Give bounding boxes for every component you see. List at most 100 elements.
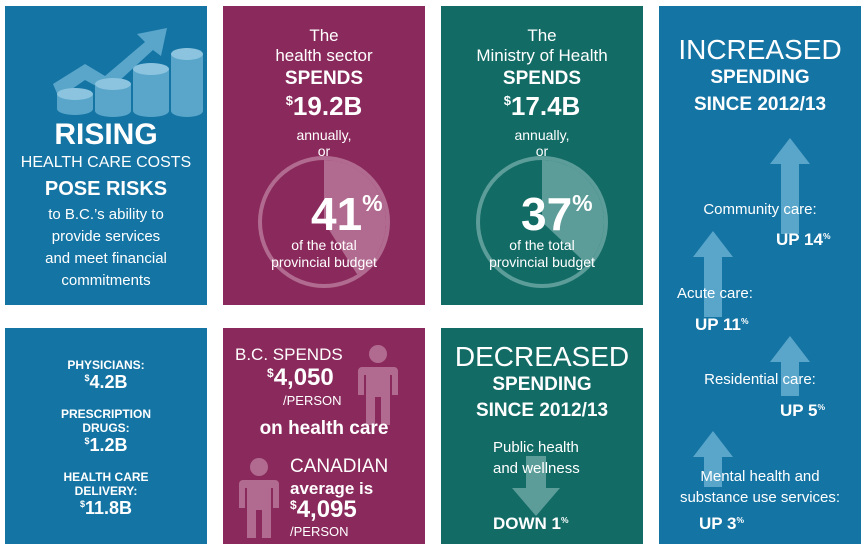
canadian-currency: $ — [290, 497, 297, 512]
sector-line5: of the total — [291, 237, 357, 253]
ministry-line2: Ministry of Health — [476, 46, 608, 65]
physicians-amount-value: 4.2B — [89, 372, 128, 392]
rising-coins-icon — [53, 28, 203, 117]
community-care-value-text: UP 14 — [776, 230, 823, 249]
canadian-amount: $4,095 — [290, 496, 357, 524]
ministry-line4: or — [535, 143, 549, 159]
drugs-label-1: PRESCRIPTION — [60, 407, 151, 421]
mental-health-label-1: Mental health and — [700, 468, 820, 485]
public-health-pct: % — [561, 515, 569, 526]
increased-title: INCREASED — [678, 34, 842, 65]
ministry-percent-value: 37 — [521, 188, 573, 240]
mental-health-value: UP 3% — [699, 514, 744, 534]
mental-health-pct: % — [736, 515, 745, 526]
sector-line4: or — [317, 143, 331, 159]
sector-line2: health sector — [275, 46, 373, 65]
delivery-amount-value: 11.8B — [84, 498, 133, 518]
sector-pie-slice — [324, 160, 387, 275]
increased-period: SINCE 2012/13 — [693, 94, 827, 115]
public-health-value: DOWN 1% — [493, 514, 569, 534]
ministry-verb: SPENDS — [502, 68, 582, 89]
rising-headline: RISING — [54, 118, 158, 151]
bc-unit: /PERSON — [283, 393, 342, 408]
per-person-tile: B.C. SPENDS $4,050 /PERSON on health car… — [223, 328, 425, 544]
increased-subtitle: SPENDING — [710, 67, 810, 88]
sector-amount-value: 19.2B — [292, 91, 363, 121]
sector-line6: provincial budget — [271, 254, 377, 270]
health-sector-tile: The health sector SPENDS $19.2B annually… — [223, 6, 425, 305]
sector-percent-value: 41 — [311, 188, 363, 240]
arrow-up-icon — [693, 431, 733, 487]
person-icon — [239, 458, 279, 538]
sector-verb: SPENDS — [284, 68, 364, 89]
arrow-up-icon — [693, 231, 733, 317]
drugs-currency: $ — [84, 436, 90, 447]
rising-costs-tile: RISING HEALTH CARE COSTS POSE RISKS to B… — [5, 6, 207, 305]
ministry-amount-value: 17.4B — [510, 91, 581, 121]
community-care-label: Community care: — [703, 201, 817, 218]
delivery-amount: $11.8B — [5, 498, 207, 519]
ministry-pie-chart — [476, 156, 608, 288]
rising-text-1: to B.C.’s ability to — [48, 206, 164, 223]
person-icon — [358, 345, 398, 425]
mental-health-label-2: substance use services: — [679, 489, 841, 506]
arrow-up-icon — [770, 336, 810, 396]
ministry-percent: 37% — [521, 187, 593, 241]
acute-care-value-text: UP 11 — [695, 315, 742, 334]
decreased-spending-tile: DECREASED SPENDING SINCE 2012/13 Public … — [441, 328, 643, 544]
drugs-label-2: DRUGS: — [82, 421, 130, 435]
delivery-label-2: DELIVERY: — [74, 484, 138, 498]
decreased-subtitle: SPENDING — [492, 374, 592, 395]
canadian-label: CANADIAN — [290, 456, 389, 477]
sector-percent-sign: % — [362, 190, 383, 217]
public-health-label-2: and wellness — [493, 460, 580, 477]
ministry-amount: $17.4B — [441, 91, 643, 122]
bc-amount-value: 4,050 — [273, 364, 334, 391]
ministry-line3: annually, — [514, 127, 570, 143]
sector-line3: annually, — [296, 127, 352, 143]
acute-care-label: Acute care: — [677, 285, 753, 302]
sector-pie-ring — [258, 156, 390, 288]
drugs-amount-value: 1.2B — [89, 435, 128, 455]
bc-currency: $ — [267, 365, 274, 380]
canadian-amount-value: 4,095 — [296, 496, 357, 523]
ministry-line5: of the total — [509, 237, 575, 253]
ministry-currency: $ — [503, 92, 511, 108]
physicians-amount: $4.2B — [5, 372, 207, 393]
arrow-down-icon — [512, 456, 560, 516]
ministry-line6: provincial budget — [489, 254, 595, 270]
sector-pie-chart — [258, 156, 390, 288]
acute-care-value: UP 11% — [695, 315, 749, 335]
rising-text-3: and meet financial — [45, 250, 167, 267]
ministry-percent-sign: % — [572, 190, 593, 217]
ministry-tile: The Ministry of Health SPENDS $17.4B ann… — [441, 6, 643, 305]
spending-breakdown-tile: PHYSICIANS: $4.2B PRESCRIPTION DRUGS: $1… — [5, 328, 207, 544]
physicians-currency: $ — [84, 373, 90, 384]
mental-health-value-text: UP 3 — [699, 514, 737, 533]
public-health-value-text: DOWN 1 — [493, 514, 561, 533]
rising-subhead: HEALTH CARE COSTS — [20, 154, 192, 171]
ministry-line1: The — [527, 26, 557, 45]
ministry-pie-ring — [476, 156, 608, 288]
community-care-value: UP 14% — [776, 230, 831, 250]
sector-percent: 41% — [311, 187, 383, 241]
delivery-currency: $ — [79, 499, 85, 510]
residential-care-value-text: UP 5 — [780, 401, 818, 420]
acute-care-pct: % — [741, 316, 749, 327]
sector-currency: $ — [285, 92, 293, 108]
rising-text-4: commitments — [61, 272, 151, 289]
public-health-label-1: Public health — [493, 439, 579, 456]
rising-text-2: provide services — [51, 228, 161, 245]
sector-line1: The — [309, 26, 339, 45]
residential-care-pct: % — [817, 402, 826, 413]
arrow-up-icon — [770, 138, 810, 234]
average-label: average is — [290, 479, 374, 498]
on-health-care-label: on health care — [259, 418, 389, 439]
community-care-pct: % — [822, 231, 831, 242]
physicians-label: PHYSICIANS: — [67, 358, 145, 372]
decreased-period: SINCE 2012/13 — [475, 400, 609, 421]
sector-amount: $19.2B — [223, 91, 425, 122]
decreased-title: DECREASED — [454, 341, 630, 372]
rising-risks: POSE RISKS — [44, 178, 168, 200]
drugs-amount: $1.2B — [5, 435, 207, 456]
